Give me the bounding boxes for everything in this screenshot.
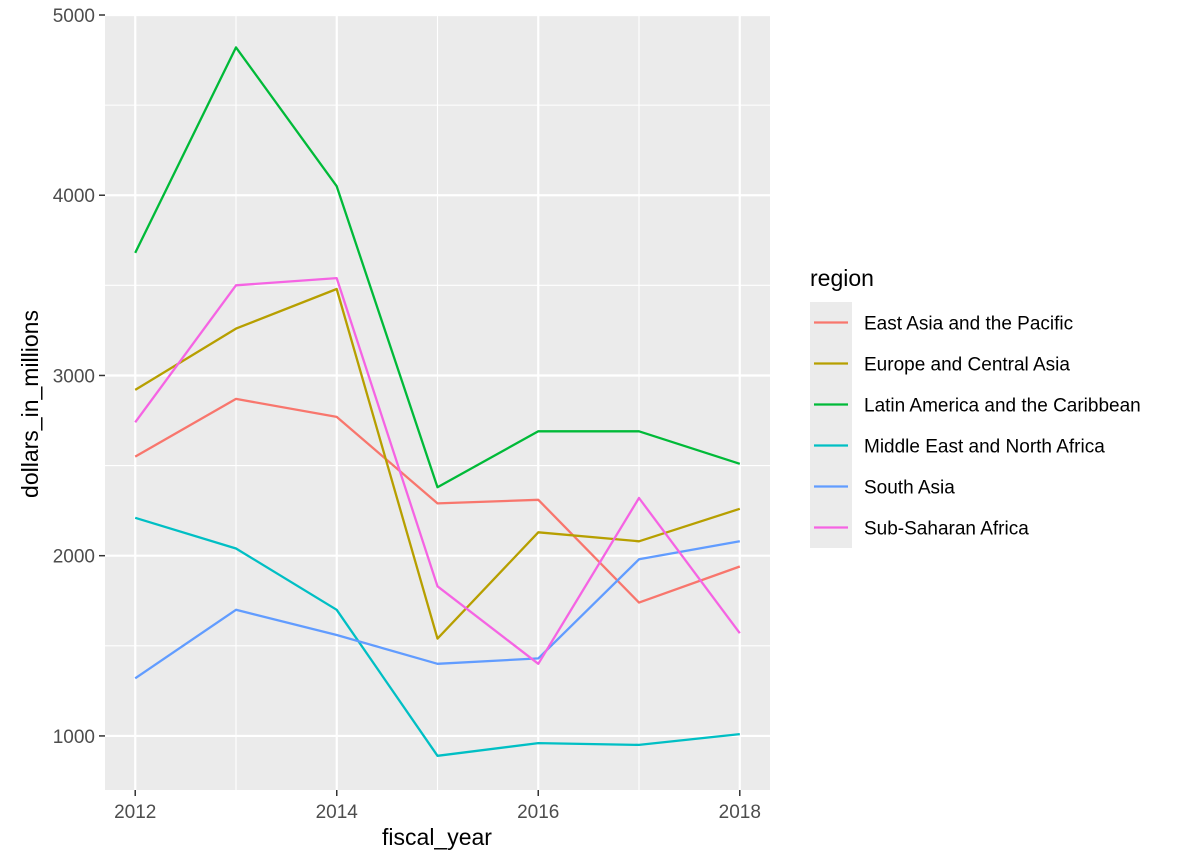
major-gridlines [105,13,770,790]
y-tick-label: 3000 [53,366,95,387]
x-tick-label: 2018 [719,802,761,823]
y-tick-label: 2000 [53,547,95,568]
legend-label: Middle East and North Africa [864,437,1105,458]
series-line-middle-east-and-north-africa [134,516,740,757]
y-tick-label: 1000 [53,727,95,748]
x-tick-label: 2012 [114,802,156,823]
x-tick-label: 2016 [517,802,559,823]
y-tick-label: 5000 [53,6,95,27]
series-line-sub-saharan-africa [134,276,741,665]
legend-label: Sub-Saharan Africa [864,519,1029,540]
legend-label: Europe and Central Asia [864,355,1070,376]
minor-gridlines [105,15,770,790]
y-tick-label: 4000 [53,186,95,207]
legend-label: South Asia [864,478,955,499]
x-axis-title: fiscal_year [382,824,492,850]
legend-label: Latin America and the Caribbean [864,396,1141,417]
legend: region East Asia and the Pacific Europe a… [810,265,1141,548]
y-axis: 1000 2000 3000 4000 5000 [53,6,105,748]
series-line-europe-and-central-asia [134,287,741,640]
legend-title: region [810,265,874,291]
x-tick-label: 2014 [316,802,359,823]
legend-label: East Asia and the Pacific [864,314,1073,335]
series-line-south-asia [134,540,741,680]
x-axis: 2012 2014 2016 2018 [114,790,761,823]
series-line-east-asia-and-the-pacific [134,397,741,604]
series-line-latin-america-and-the-caribbean [134,46,741,489]
series-lines [134,46,741,757]
y-axis-title: dollars_in_millions [17,310,43,498]
